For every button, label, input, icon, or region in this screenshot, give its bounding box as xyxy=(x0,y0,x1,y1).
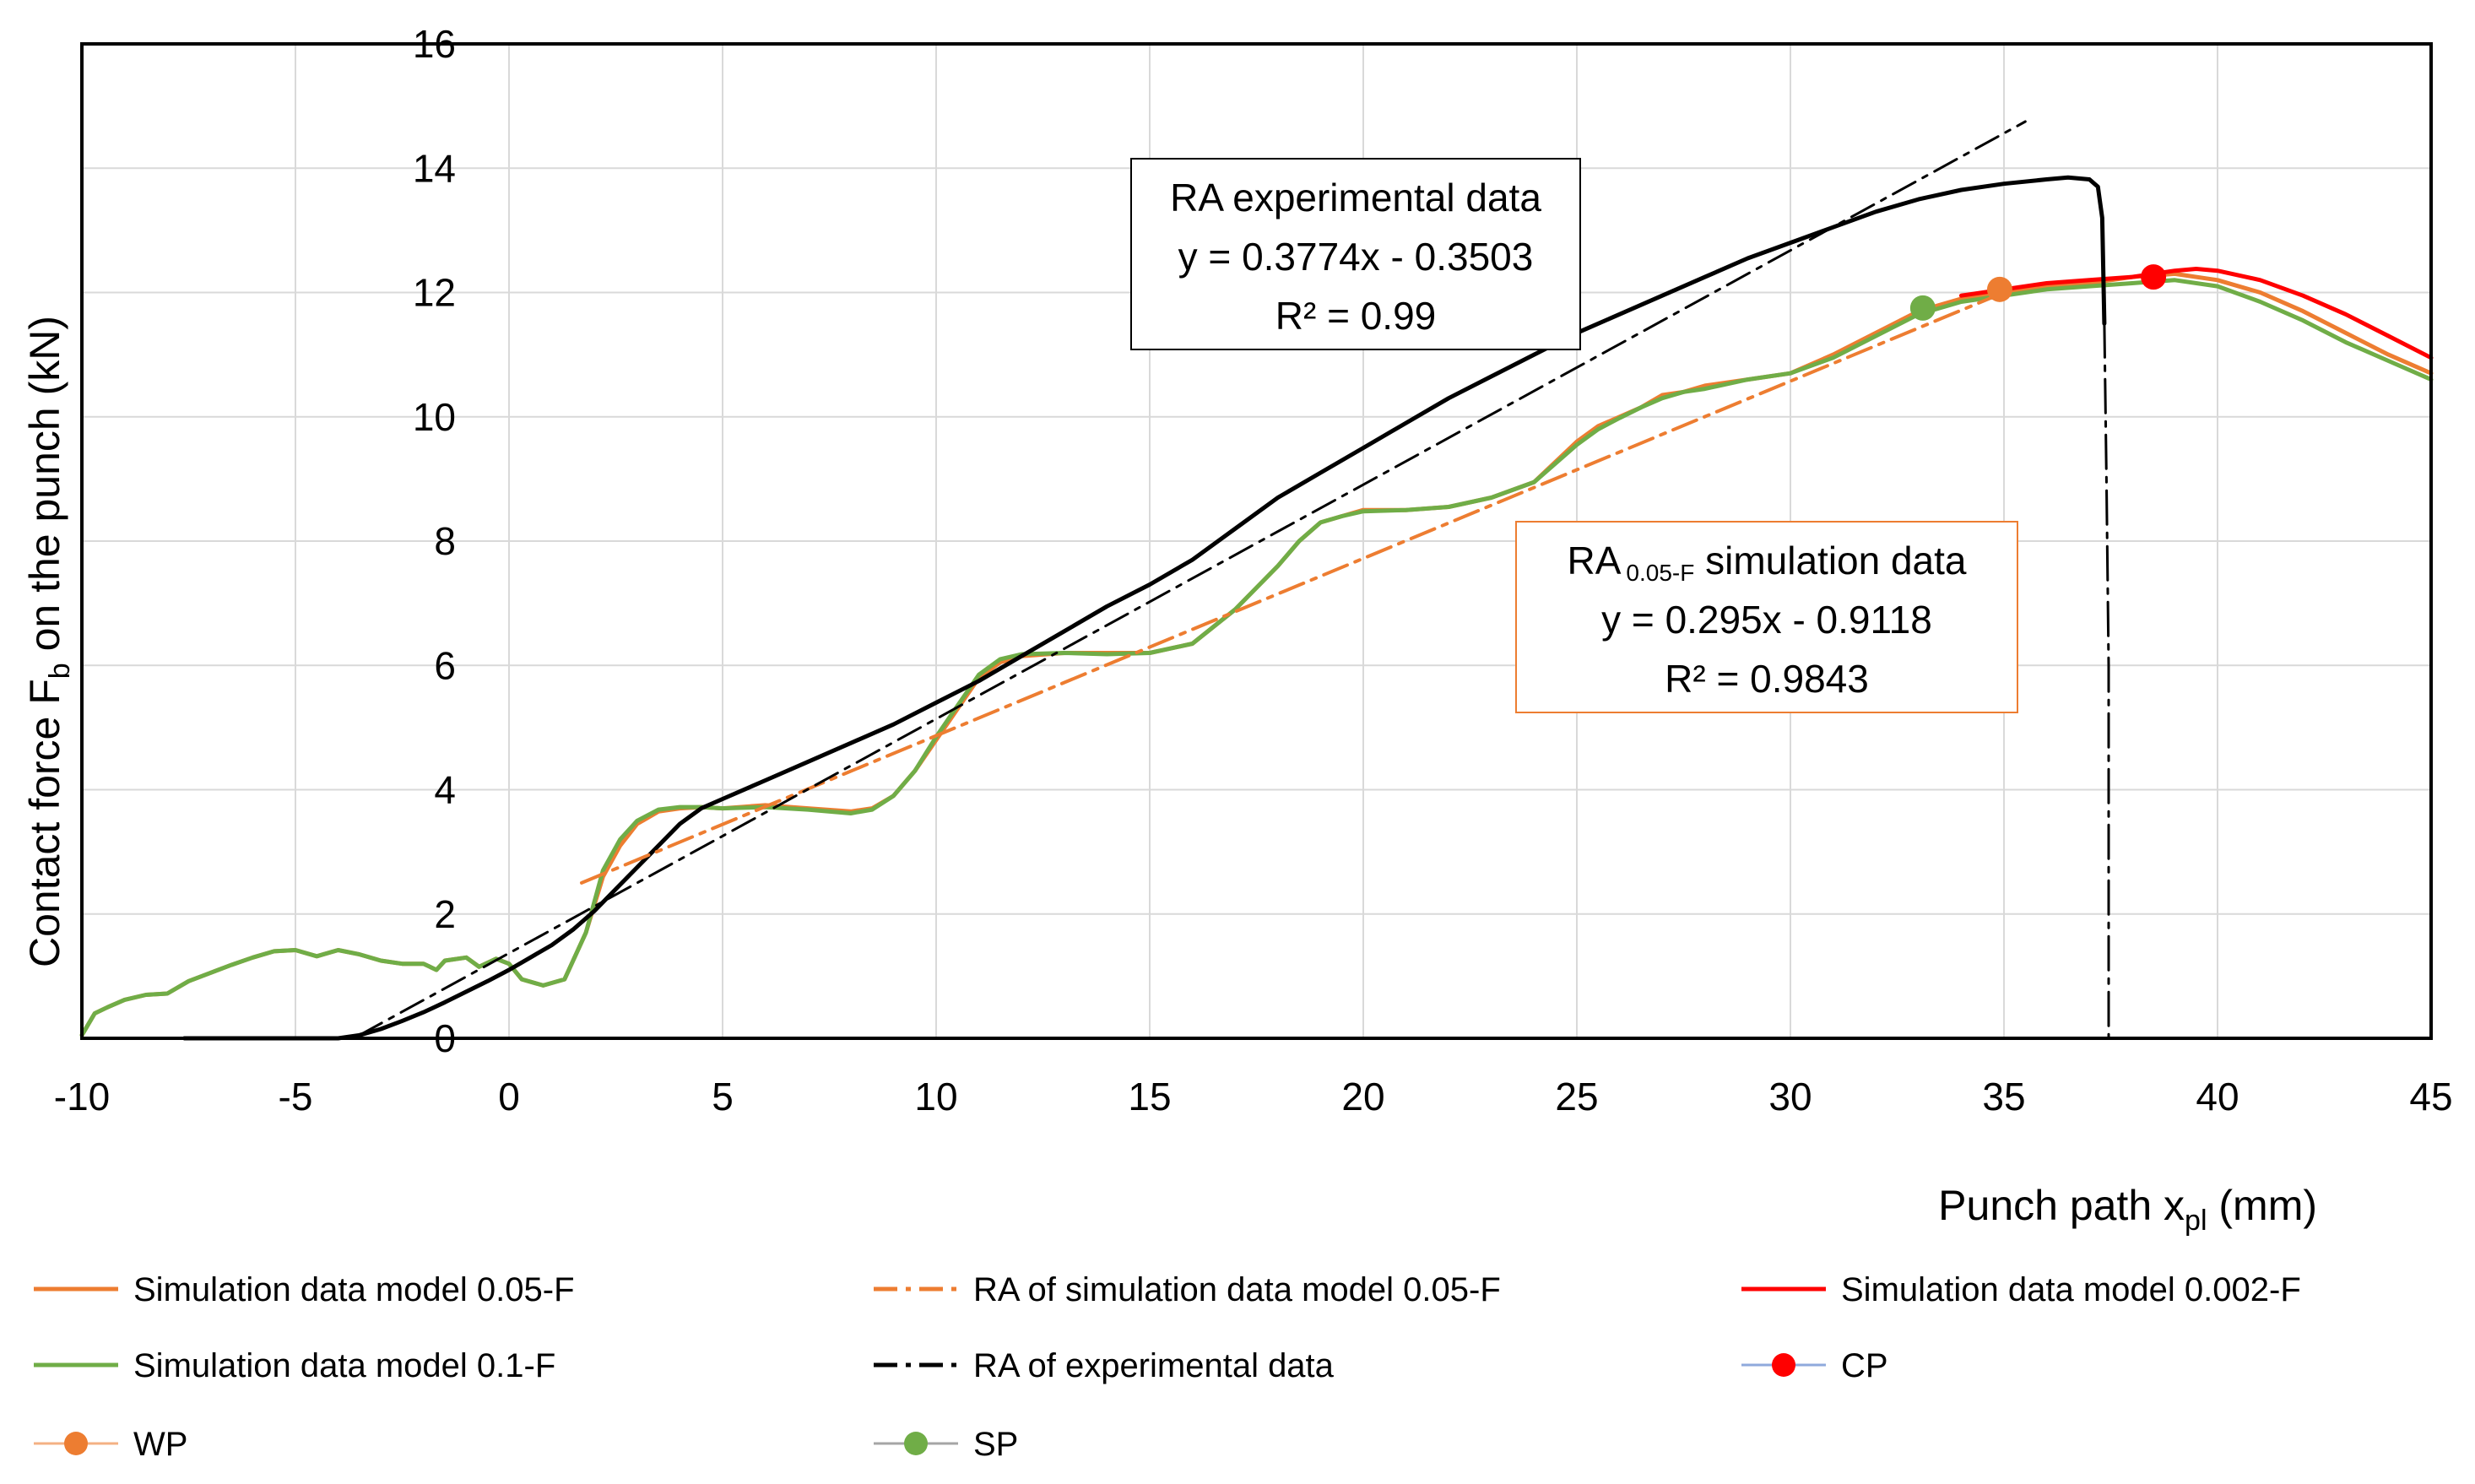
marker-wp xyxy=(1986,276,2012,302)
y-axis-title-tail: on the punch (kN) xyxy=(21,316,68,663)
legend-label: Simulation data model 0.05-F xyxy=(133,1271,575,1308)
legend-swatch-marker xyxy=(64,1432,88,1455)
y-tick-label: 16 xyxy=(413,22,456,66)
annotation-box-experimental xyxy=(1130,158,1581,350)
annotation-ra-experimental: RA experimental data y = 0.3774x - 0.350… xyxy=(1130,158,1581,350)
point-markers xyxy=(1909,264,2167,321)
x-axis-title-unit: (mm) xyxy=(2207,1182,2318,1229)
x-tick-label: 5 xyxy=(712,1075,734,1118)
x-tick-label: 15 xyxy=(1128,1075,1171,1118)
legend: Simulation data model 0.05-F RA of simula… xyxy=(34,1271,2301,1463)
x-tick-label: 20 xyxy=(1341,1075,1384,1118)
annotation-simulation-ra: RA xyxy=(1567,539,1621,582)
x-tick-label: 45 xyxy=(2409,1075,2452,1118)
x-tick-label: 40 xyxy=(2196,1075,2239,1118)
annotation-simulation-line-3: R² = 0.9843 xyxy=(1665,657,1869,701)
x-tick-label: 25 xyxy=(1555,1075,1598,1118)
legend-item-sp: SP xyxy=(874,1426,1018,1463)
annotation-simulation-line-2: y = 0.295x - 0.9118 xyxy=(1601,598,1932,642)
legend-item-simulation-data-model-0-1-f: Simulation data model 0.1-F xyxy=(34,1347,555,1384)
y-tick-label: 10 xyxy=(413,395,456,439)
legend-label: WP xyxy=(133,1426,187,1463)
y-tick-label: 8 xyxy=(434,519,456,563)
x-tick-label: -10 xyxy=(54,1075,110,1118)
legend-item-simulation-data-model-0-002-f: Simulation data model 0.002-F xyxy=(1741,1271,2301,1308)
annotation-simulation-subscript: 0.05-F xyxy=(1626,560,1694,586)
legend-label: Simulation data model 0.1-F xyxy=(133,1347,555,1384)
y-tick-label: 4 xyxy=(434,768,456,812)
x-axis-title-sub: pl xyxy=(2185,1205,2207,1237)
plot-area-frame xyxy=(80,42,2433,1040)
series-simulation-data-model-0-1-f xyxy=(79,278,2434,1037)
legend-label: RA of experimental data xyxy=(973,1347,1335,1384)
x-tick-label: -5 xyxy=(279,1075,313,1118)
legend-swatch-marker xyxy=(904,1432,928,1455)
legend-label: SP xyxy=(973,1426,1018,1463)
series-experimental-data xyxy=(181,175,2107,1041)
x-axis-title: Punch path xpl (mm) xyxy=(1938,1182,2317,1237)
series-simulation-data-model-0-002-f xyxy=(1958,267,2434,360)
series-lines xyxy=(79,120,2434,1041)
y-tick-label: 6 xyxy=(434,643,456,687)
annotation-box-simulation xyxy=(1515,521,2018,713)
y-axis-title: Contact force Fb on the punch (kN) xyxy=(21,316,76,967)
y-tick-label: 12 xyxy=(413,271,456,315)
legend-swatch-marker xyxy=(1772,1353,1795,1377)
annotation-experimental-line-1: RA experimental data xyxy=(1170,176,1541,219)
legend-item-cp: CP xyxy=(1741,1347,1888,1384)
series-ra-of-experimental-data xyxy=(358,120,2027,1037)
y-axis-title-main: Contact force F xyxy=(21,679,68,967)
annotation-simulation-line-1: RA 0.05-F simulation data xyxy=(1567,539,1966,586)
y-tick-label: 14 xyxy=(413,146,456,190)
x-tick-label: 10 xyxy=(914,1075,957,1118)
legend-item-ra-of-experimental-data: RA of experimental data xyxy=(874,1347,1335,1384)
marker-cp xyxy=(2141,264,2167,290)
legend-label: CP xyxy=(1841,1347,1888,1384)
marker-sp xyxy=(1909,295,1936,321)
annotation-experimental-line-2: y = 0.3774x - 0.3503 xyxy=(1178,235,1534,279)
y-tick-label: 0 xyxy=(434,1016,456,1060)
annotation-experimental-line-3: R² = 0.99 xyxy=(1275,294,1437,338)
x-tick-label: 35 xyxy=(1982,1075,2025,1118)
x-axis-title-main: Punch path x xyxy=(1938,1182,2185,1229)
series-experimental-data-drop xyxy=(2103,322,2110,1040)
x-tick-label: 0 xyxy=(498,1075,520,1118)
tick-labels: -10 -5 0 5 10 15 20 25 30 35 40 45 0 2 4 6 8 10 12 14 16 xyxy=(54,22,2453,1118)
legend-item-ra-of-simulation-data-model-0-05-f: RA of simulation data model 0.05-F xyxy=(874,1271,1501,1308)
y-axis-title-sub: b xyxy=(44,663,76,679)
legend-label: Simulation data model 0.002-F xyxy=(1841,1271,2301,1308)
y-tick-label: 2 xyxy=(434,892,456,936)
annotation-simulation-tail: simulation data xyxy=(1694,539,1967,582)
legend-item-simulation-data-model-0-05-f: Simulation data model 0.05-F xyxy=(34,1271,575,1308)
annotation-ra-simulation: RA 0.05-F simulation data y = 0.295x - 0.… xyxy=(1515,521,2018,713)
legend-item-wp: WP xyxy=(34,1426,187,1463)
legend-label: RA of simulation data model 0.05-F xyxy=(973,1271,1501,1308)
x-tick-label: 30 xyxy=(1768,1075,1812,1118)
